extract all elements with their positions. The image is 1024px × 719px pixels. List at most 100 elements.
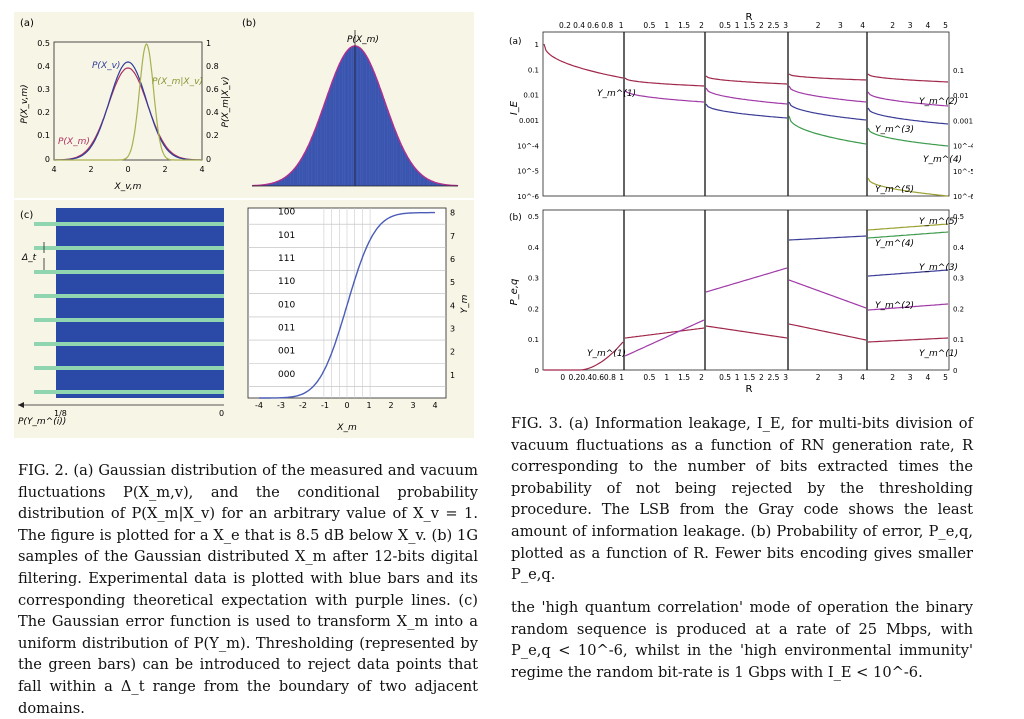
b-left-ticks: 0.50.40.30.20.10 [528, 213, 540, 375]
threshold-bar [34, 270, 224, 274]
leakage-curve [789, 116, 866, 144]
histogram-bar [316, 125, 317, 187]
histogram-bar [287, 176, 288, 186]
tick: 2 [759, 373, 764, 382]
histogram-bar [388, 114, 389, 186]
x-label: X_m [336, 423, 357, 433]
histogram-bar [382, 96, 383, 186]
leakage-curve [706, 88, 787, 104]
histogram-bar [343, 55, 344, 186]
tick: 0.1 [953, 336, 964, 344]
tick: 4 [199, 165, 204, 174]
histogram-bar [385, 103, 386, 186]
tick: 0.4 [528, 244, 540, 252]
histogram-bar [407, 156, 408, 186]
curve-label: Y_m^(5) [875, 185, 914, 195]
tick: 2 [759, 21, 764, 30]
tick: 0.2 [37, 108, 50, 117]
fig3-caption: FIG. 3. (a) Information leakage, I_E, fo… [511, 413, 973, 586]
histogram-bar [293, 169, 294, 186]
tick: 0 [125, 165, 130, 174]
histogram-bar [294, 168, 295, 186]
curve-labels-b: Y_m^(1)Y_m^(2)Y_m^(3)Y_m^(4)Y_m^(5)Y_m^(… [587, 217, 958, 359]
y-label-a: I_E [509, 100, 520, 115]
bottom-left-label: P(Y_m^(i)) [18, 417, 66, 427]
curve-label: Y_m^(1) [597, 89, 636, 99]
tick: 10^-5 [517, 168, 539, 176]
curve-label: Y_m^(3) [875, 125, 914, 135]
histogram-bar [306, 149, 307, 186]
curve-label: Y_m^(1) [919, 349, 958, 359]
tick: 0.4 [953, 244, 965, 252]
tick: -3 [277, 401, 285, 410]
tick: 2 [890, 21, 895, 30]
delta-t-label: Δ_t [21, 253, 37, 263]
histogram-bar [328, 92, 329, 186]
tick: 3 [908, 21, 913, 30]
histogram-bar [340, 62, 341, 186]
tick: 0 [45, 155, 50, 164]
tick: 2 [816, 373, 821, 382]
histogram-bar [396, 134, 397, 186]
error-curve [789, 280, 866, 308]
histogram-bar [395, 131, 396, 186]
fig2c-plot: (c) Δ_t P(Y_m^(i)) 1/8 0 100101111110010… [14, 200, 474, 438]
histogram-bar [374, 74, 375, 186]
histogram-bar [422, 176, 423, 186]
histogram-bar [356, 46, 357, 186]
histogram-bar [311, 138, 312, 186]
histogram-bar [405, 154, 406, 186]
tick: 0.2 [569, 373, 581, 382]
histogram-bar [419, 173, 420, 186]
histogram-bar [349, 49, 350, 186]
label-p-xv: P(X_v) [92, 61, 120, 71]
tick: 4 [51, 165, 56, 174]
tick: 2 [388, 401, 393, 410]
tick: 10^-6 [953, 193, 973, 201]
tick: 0.5 [643, 21, 655, 30]
histogram-bar [392, 125, 393, 187]
fig2a-plot: (a) 0.5 0.4 0.3 0.2 0.1 0 1 0.8 0.6 0.4 … [14, 12, 236, 198]
tick: 4 [450, 301, 455, 310]
curve-label: Y_m^(2) [919, 97, 958, 107]
tick: 1 [664, 373, 669, 382]
histogram-bar [379, 88, 380, 186]
tick: 1.5 [743, 21, 755, 30]
code-label: 111 [278, 254, 295, 264]
tick: 2 [890, 373, 895, 382]
leakage-curve [868, 74, 948, 82]
histogram-bar [401, 146, 402, 186]
tick: 0.8 [604, 373, 616, 382]
histogram-bar [313, 134, 314, 186]
error-curve [789, 236, 866, 240]
tick: 5 [943, 21, 948, 30]
histogram-bar [323, 107, 324, 186]
histogram-bar [400, 143, 401, 186]
leakage-curve [789, 102, 866, 120]
histogram-bar [298, 163, 299, 186]
histogram-bar [334, 74, 335, 186]
tick: 5 [943, 373, 948, 382]
tick: 0.001 [519, 117, 539, 125]
histogram-bar [292, 171, 293, 186]
tick: 0.01 [523, 92, 539, 100]
tick: 0.2 [559, 21, 571, 30]
histogram-bar [301, 159, 302, 186]
leakage-curve [868, 108, 948, 124]
histogram-bar [361, 50, 362, 186]
histogram-bar [421, 175, 422, 186]
y-label: P(X_m) [347, 35, 379, 45]
tick: 0.1 [528, 336, 539, 344]
histogram-bar [378, 85, 379, 186]
leakage-curve [625, 90, 704, 102]
tick: 0.8 [601, 21, 613, 30]
histogram-bar [291, 172, 292, 186]
panel-b-label: (b) [509, 213, 522, 223]
histogram-bar [365, 55, 366, 186]
label-p-xm: P(X_m) [58, 137, 90, 147]
histogram-bar [331, 85, 332, 186]
curve-label: Y_m^(4) [875, 239, 914, 249]
